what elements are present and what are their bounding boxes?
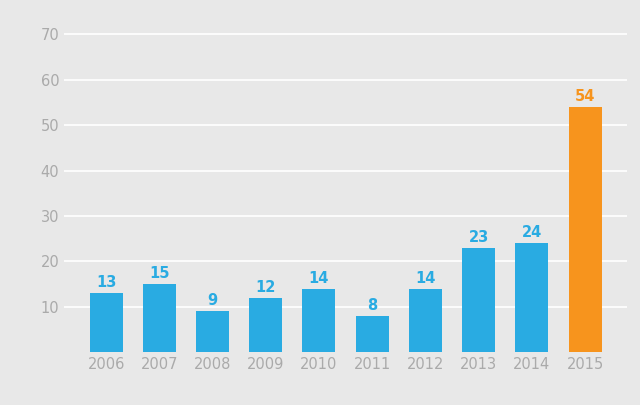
- Text: 24: 24: [522, 225, 542, 240]
- Bar: [90, 293, 123, 352]
- Bar: [303, 289, 335, 352]
- Bar: [568, 107, 602, 352]
- Bar: [462, 248, 495, 352]
- Bar: [515, 243, 548, 352]
- Text: 12: 12: [255, 280, 276, 295]
- Text: 15: 15: [149, 266, 170, 281]
- Text: 8: 8: [367, 298, 378, 313]
- Bar: [143, 284, 176, 352]
- Bar: [249, 298, 282, 352]
- Text: 9: 9: [207, 293, 218, 308]
- Bar: [196, 311, 229, 352]
- Text: 13: 13: [96, 275, 116, 290]
- Text: 54: 54: [575, 89, 595, 104]
- Text: 14: 14: [309, 271, 329, 286]
- Text: 14: 14: [415, 271, 436, 286]
- Text: 23: 23: [468, 230, 489, 245]
- Bar: [409, 289, 442, 352]
- Bar: [356, 316, 388, 352]
